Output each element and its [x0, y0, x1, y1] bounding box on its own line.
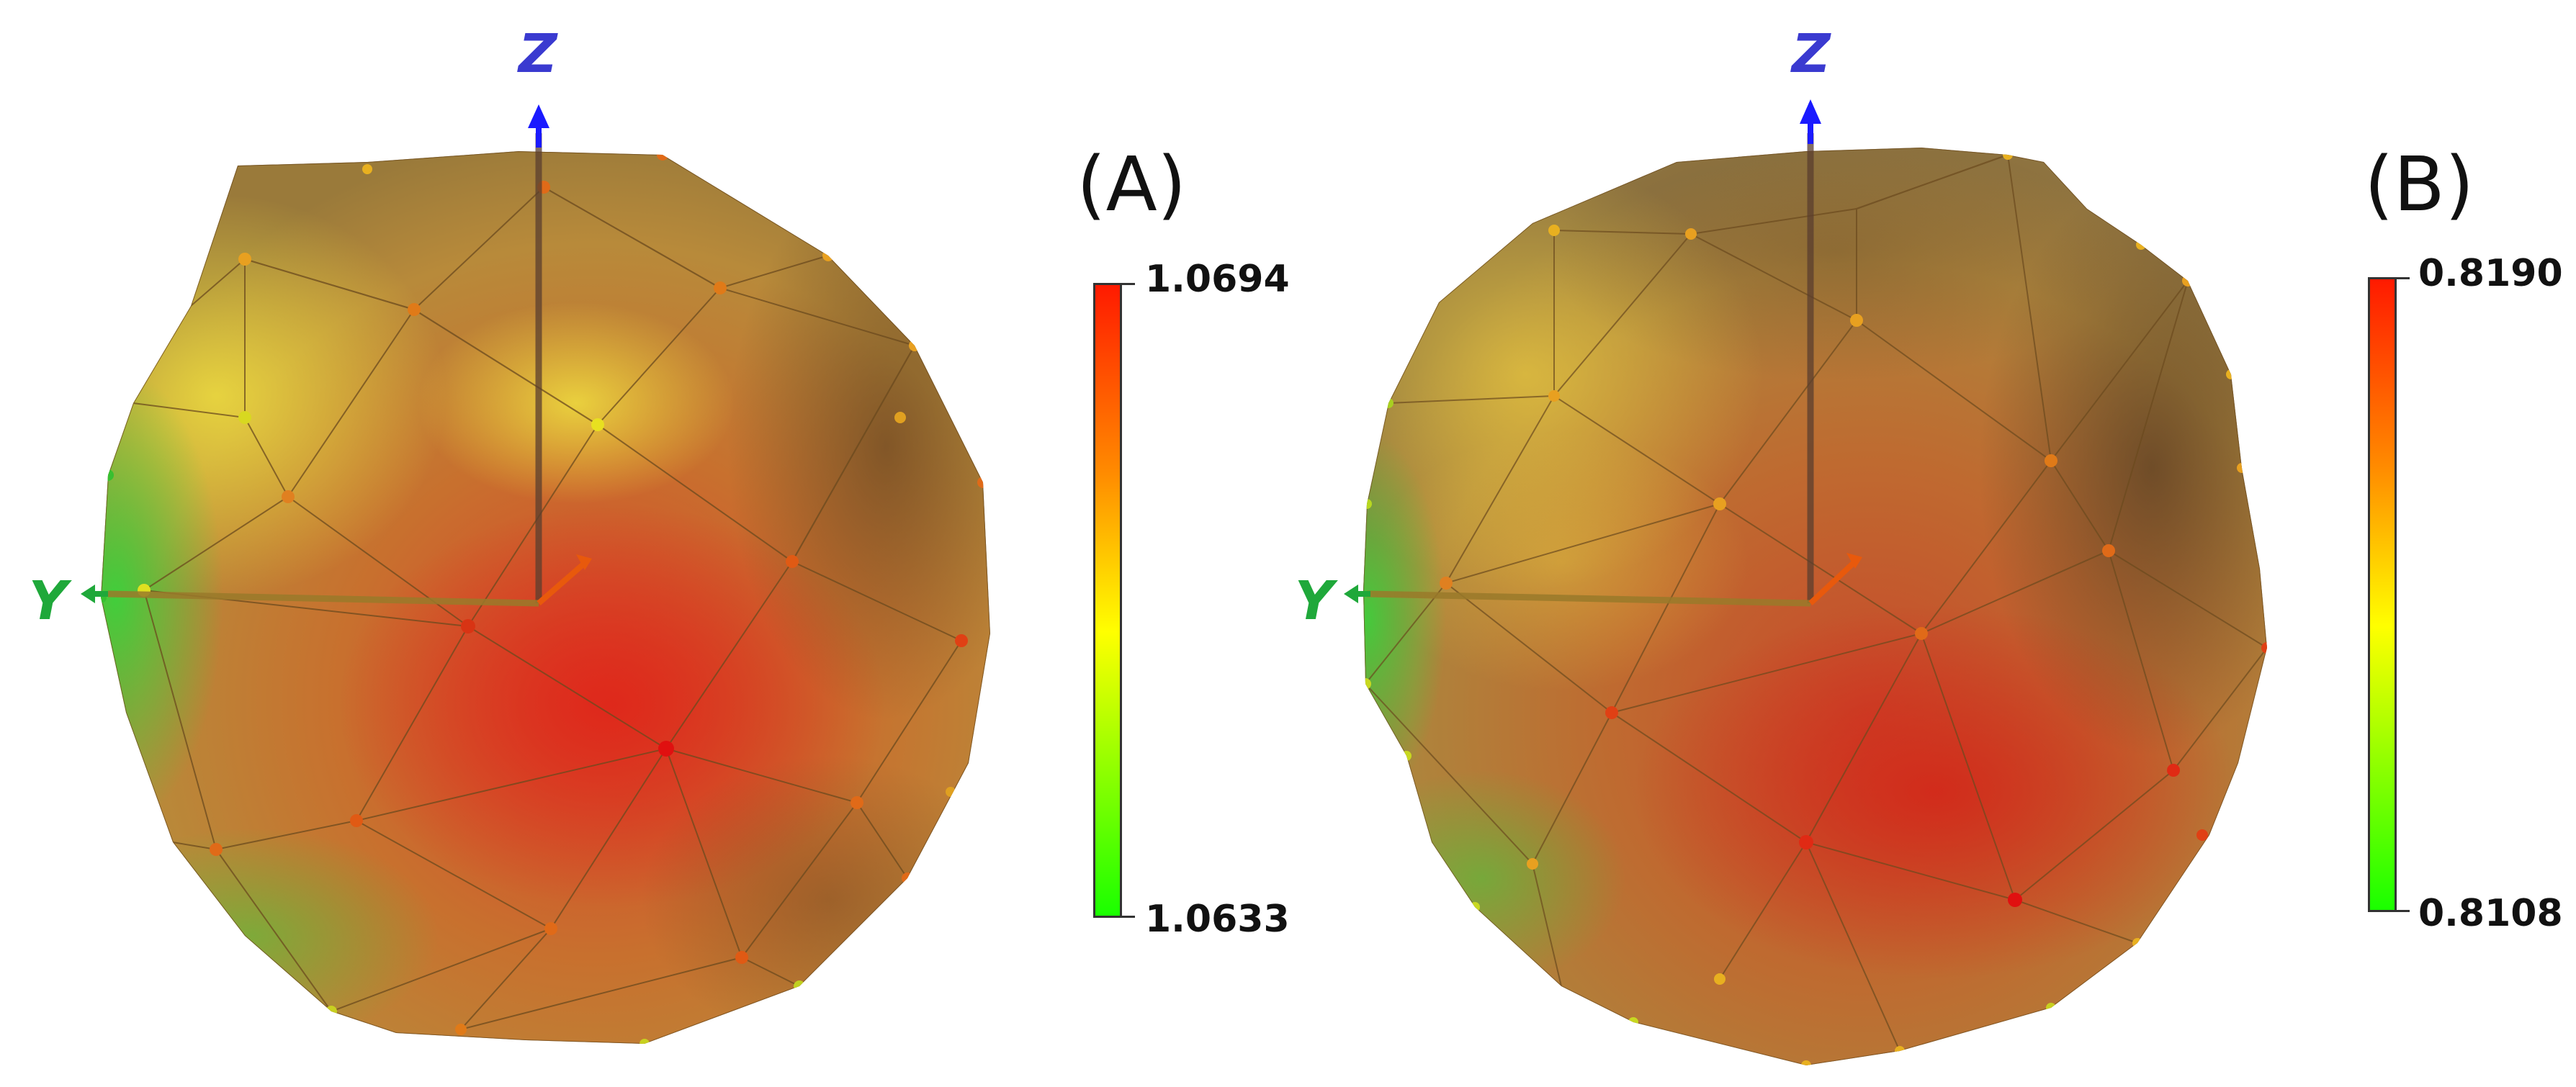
y-axis-label-a: Y: [29, 570, 72, 632]
sphere-b-canvas: Z Y: [1295, 23, 2267, 1065]
colorbar-b-min-value: 0.8108: [2418, 892, 2563, 935]
sphere-a-canvas: Z Y: [29, 23, 990, 1044]
colorbar-a-min-tick: [1122, 916, 1135, 918]
sphere-a-surface: [101, 151, 990, 1044]
panel-label-a: (A): [1077, 140, 1187, 228]
colorbar-b-max-value: 0.8190: [2418, 252, 2563, 295]
axes-b: [1344, 99, 1862, 607]
colorbar-a-min-value: 1.0633: [1145, 898, 1290, 941]
colorbar-a: [1093, 283, 1122, 918]
z-axis-label-a: Z: [517, 23, 558, 85]
colorbar-b-max-tick: [2397, 277, 2410, 279]
colorbar-b: [2368, 277, 2397, 912]
mesh-nodes-a: [101, 151, 989, 1044]
sphere-panel-b: Z Y (B) 0.8190 0.8108: [1288, 0, 2575, 1087]
panel-label-b: (B): [2364, 140, 2474, 228]
colorbar-b-min-tick: [2397, 910, 2410, 912]
colorbar-a-max-value: 1.0694: [1145, 258, 1290, 301]
axes-a: [81, 104, 592, 607]
mesh-nodes-b: [1363, 150, 2267, 1065]
z-axis-label-b: Z: [1790, 23, 1831, 85]
sphere-b-surface: [1363, 148, 2267, 1065]
colorbar-a-max-tick: [1122, 283, 1135, 285]
sphere-panel-a: Z Y (A) 1.0694 1.0633: [29, 23, 1290, 1044]
y-axis-label-b: Y: [1295, 570, 1338, 632]
